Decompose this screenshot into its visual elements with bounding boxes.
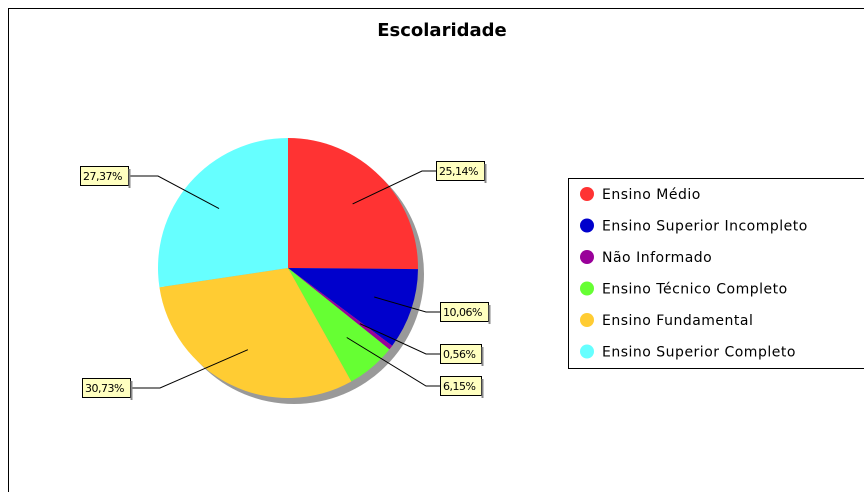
legend-swatch	[580, 313, 594, 327]
leader-line	[374, 296, 440, 313]
legend-label: Ensino Técnico Completo	[602, 282, 788, 298]
data-label: 10,06%	[443, 306, 482, 319]
data-label: 25,14%	[439, 165, 478, 178]
legend-label: Ensino Superior Completo	[602, 345, 796, 361]
leader-line	[359, 323, 440, 355]
data-label: 27,37%	[83, 170, 122, 183]
data-label: 0,56%	[443, 348, 475, 361]
legend-swatch	[580, 187, 594, 201]
chart-title: Escolaridade	[377, 20, 507, 41]
pie-slice	[288, 268, 390, 382]
pie-slice	[158, 138, 288, 288]
data-label: 30,73%	[85, 382, 124, 395]
legend-swatch	[580, 250, 594, 264]
legend-label: Ensino Fundamental	[602, 313, 753, 329]
leader-line	[352, 170, 436, 205]
pie-slice	[288, 268, 418, 346]
legend-swatch	[580, 281, 594, 296]
pie-slice	[159, 268, 352, 398]
label-shadow	[128, 169, 131, 188]
data-label: 6,15%	[443, 380, 475, 393]
label-shadow	[484, 164, 487, 183]
legend-swatch	[580, 218, 594, 233]
leader-line	[130, 349, 249, 389]
legend-label: Não Informado	[602, 250, 712, 266]
legend	[568, 178, 864, 369]
pie-slice	[288, 268, 393, 350]
label-shadow	[481, 347, 484, 366]
label-shadow	[130, 381, 133, 400]
leader-line	[128, 175, 220, 210]
legend-label: Ensino Médio	[602, 187, 701, 203]
legend-label: Ensino Superior Incompleto	[602, 219, 808, 235]
leader-line	[346, 337, 440, 387]
label-shadow	[488, 305, 491, 324]
label-shadow	[481, 379, 484, 398]
legend-swatch	[580, 344, 594, 359]
